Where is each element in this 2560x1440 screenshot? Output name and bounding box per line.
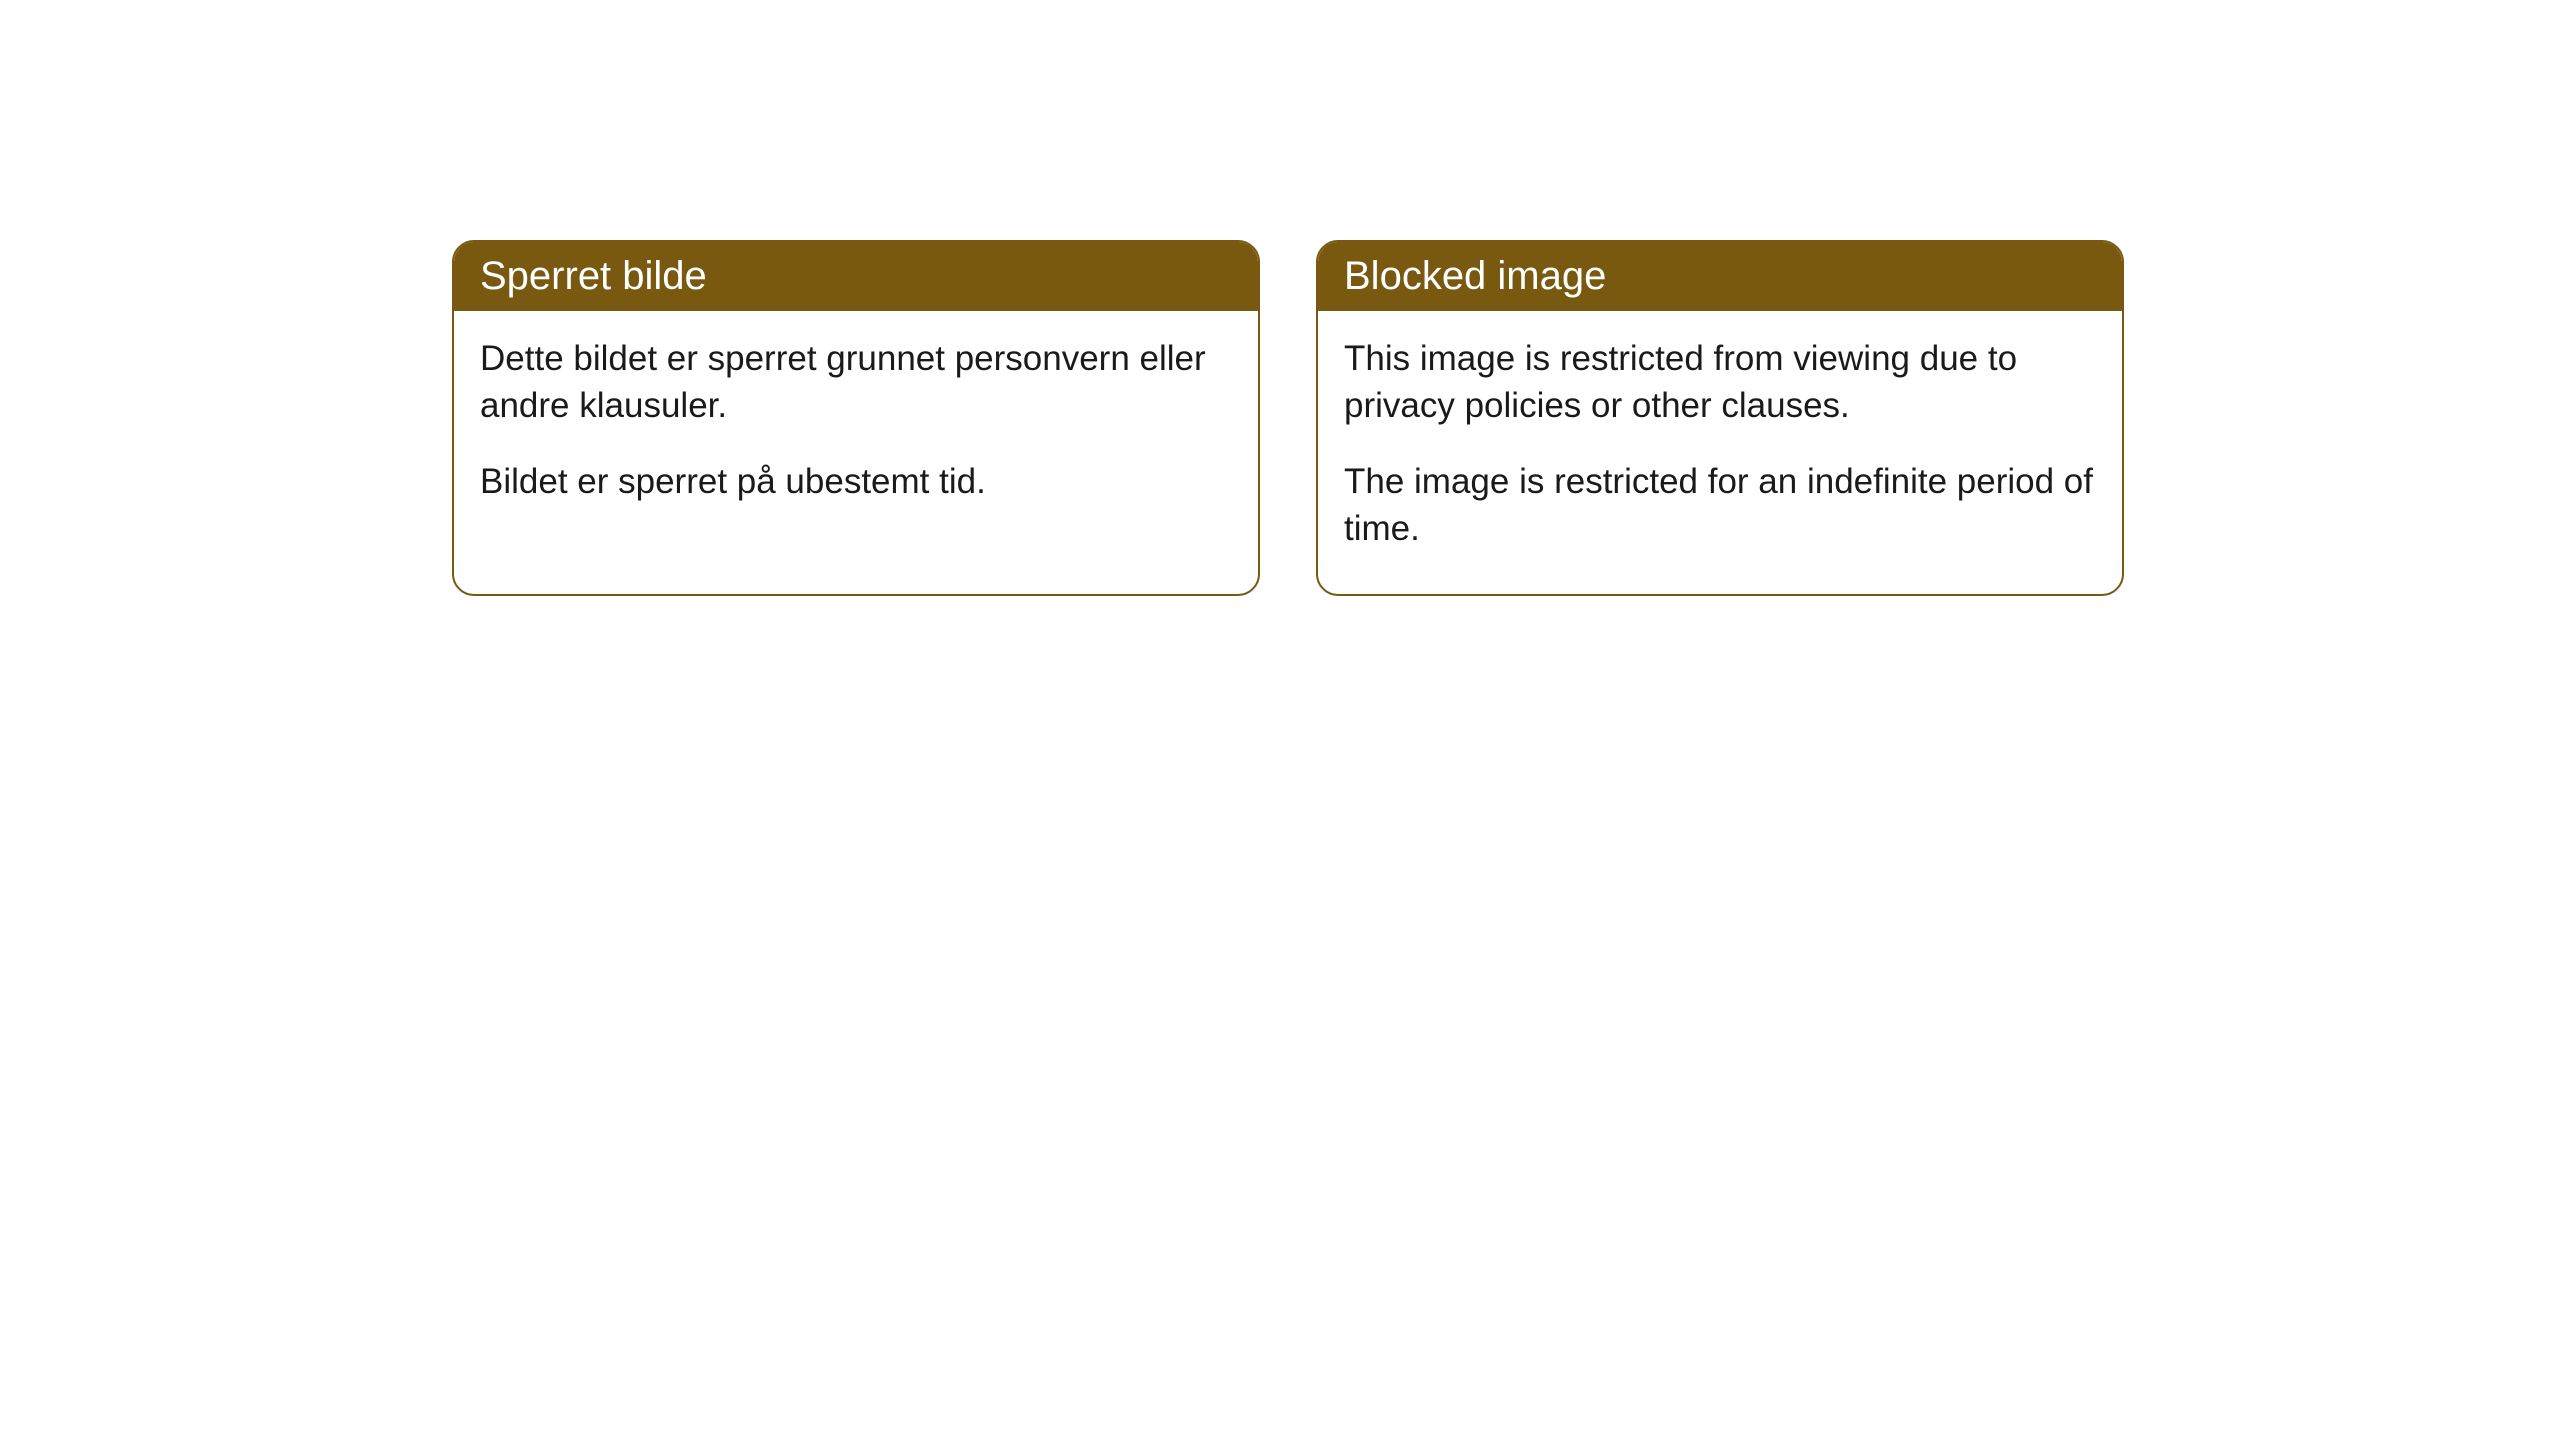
card-paragraph: Bildet er sperret på ubestemt tid. xyxy=(480,458,1232,505)
card-header-english: Blocked image xyxy=(1318,242,2122,311)
card-paragraph: The image is restricted for an indefinit… xyxy=(1344,458,2096,553)
card-paragraph: Dette bildet er sperret grunnet personve… xyxy=(480,335,1232,430)
cards-container: Sperret bilde Dette bildet er sperret gr… xyxy=(452,240,2124,596)
card-title: Blocked image xyxy=(1344,254,1606,298)
card-body-norwegian: Dette bildet er sperret grunnet personve… xyxy=(454,311,1258,547)
card-body-english: This image is restricted from viewing du… xyxy=(1318,311,2122,594)
card-header-norwegian: Sperret bilde xyxy=(454,242,1258,311)
card-norwegian: Sperret bilde Dette bildet er sperret gr… xyxy=(452,240,1260,596)
card-english: Blocked image This image is restricted f… xyxy=(1316,240,2124,596)
card-paragraph: This image is restricted from viewing du… xyxy=(1344,335,2096,430)
card-title: Sperret bilde xyxy=(480,254,707,298)
